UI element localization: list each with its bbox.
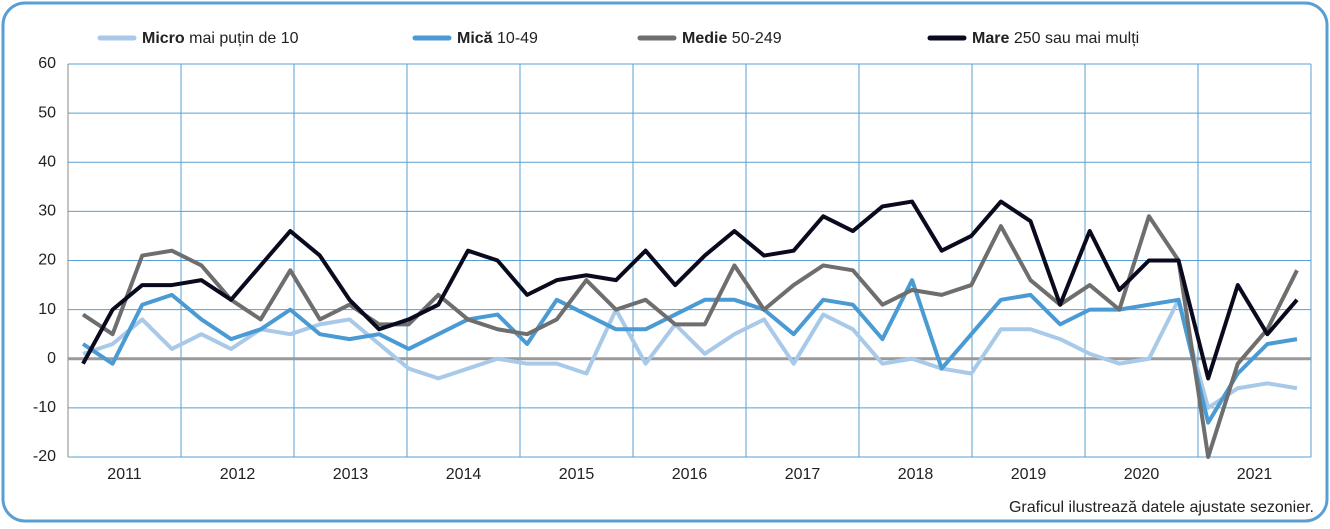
legend-name: Mică [457,30,493,47]
x-tick-label: 2012 [220,466,256,483]
x-tick-label: 2011 [107,466,142,483]
legend-name: Micro [142,30,185,47]
legend-detail: 250 sau mai mulți [1014,30,1139,47]
x-tick-label: 2014 [446,466,482,483]
series-line [81,199,1299,381]
x-tick-label: 2020 [1124,466,1160,483]
y-tick-label: 40 [38,153,56,170]
note: Graficul ilustrează datele ajustate sezo… [1009,499,1314,516]
legend-detail: 10-49 [497,30,538,47]
legend-name: Medie [682,30,727,47]
legend-detail: 50-249 [732,30,782,47]
x-tick-label: 2021 [1237,466,1273,483]
x-tick-label: 2017 [785,466,821,483]
legend-detail: mai puțin de 10 [189,30,299,47]
y-tick-label: 50 [38,104,56,121]
y-tick-label: -10 [33,399,56,416]
legend-label: Micro mai puțin de 10 [142,30,299,47]
series-line [81,214,1299,459]
y-tick-label: 60 [38,55,56,72]
x-tick-label: 2019 [1011,466,1047,483]
x-tick-label: 2015 [559,466,595,483]
series-line [81,278,1298,425]
x-tick-label: 2013 [333,466,369,483]
legend-label: Medie 50-249 [682,30,782,47]
legend-label: Mică 10-49 [457,30,538,47]
y-tick-label: 10 [38,301,56,318]
series-line [82,297,1298,410]
legend-label: Mare 250 sau mai mulți [972,30,1139,47]
y-tick-label: -20 [33,448,56,465]
x-tick-label: 2018 [898,466,934,483]
y-tick-label: 0 [47,350,56,367]
x-tick-label: 2016 [672,466,708,483]
legend-name: Mare [972,30,1009,47]
y-tick-label: 30 [38,203,56,220]
y-tick-label: 20 [38,252,56,269]
